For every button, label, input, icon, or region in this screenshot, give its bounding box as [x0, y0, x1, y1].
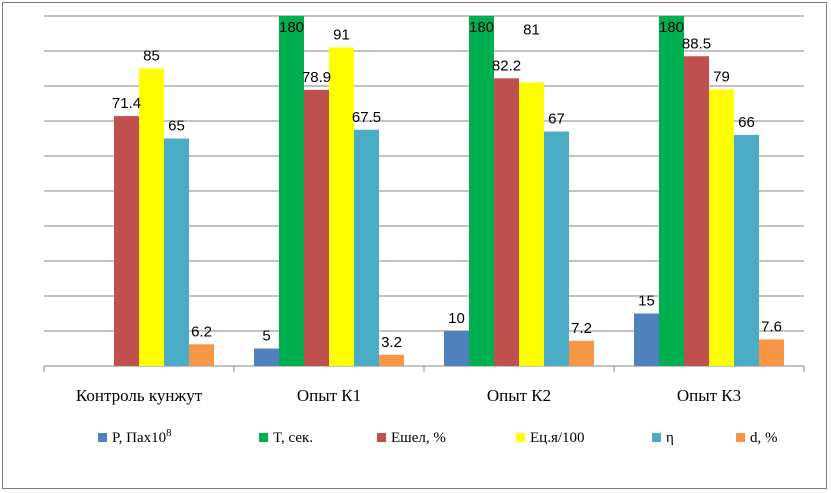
bar: [469, 16, 494, 366]
legend-swatch: [516, 433, 525, 442]
category-label: Опыт К3: [677, 386, 741, 405]
legend-label: P, Пах108: [112, 427, 172, 446]
bar: [304, 89, 329, 366]
data-label: 78.9: [302, 69, 331, 86]
data-label: 7.6: [761, 318, 782, 335]
category-label: Опыт К2: [487, 386, 551, 405]
data-label: 5: [262, 328, 270, 345]
bar: [189, 344, 214, 366]
legend: P, Пах108 T, сек. Ешел, % Ец.я/100 η d, %: [98, 427, 778, 446]
bar: [659, 16, 684, 366]
data-label: 91: [333, 27, 350, 44]
bar: [544, 131, 569, 366]
data-label: 88.5: [682, 35, 711, 52]
legend-swatch: [98, 433, 107, 442]
bar: [519, 82, 544, 366]
bar: [494, 78, 519, 367]
legend-swatch: [652, 433, 661, 442]
data-label: 6.2: [191, 323, 212, 340]
data-labels: 5 10 15 180 180 180 71.4 78.9 82.2 88.5 85 91 81 79 65…: [112, 19, 782, 351]
data-label: 180: [279, 19, 304, 36]
legend-label: Ец.я/100: [530, 430, 585, 446]
category-label: Опыт К1: [297, 386, 361, 405]
bar: [164, 138, 189, 366]
data-label: 71.4: [112, 95, 141, 112]
bar: [684, 56, 709, 366]
legend-swatch: [377, 433, 386, 442]
data-label: 79: [713, 69, 730, 86]
bar: [329, 47, 354, 366]
data-label: 82.2: [492, 57, 521, 74]
legend-label: d, %: [750, 430, 778, 446]
bar: [354, 129, 379, 366]
legend-label: T, сек.: [273, 430, 313, 446]
data-label: 65: [168, 118, 185, 135]
legend-label: Ешел, %: [391, 430, 446, 446]
data-label: 85: [143, 48, 160, 65]
data-label: 180: [469, 19, 494, 36]
data-label: 15: [638, 293, 655, 310]
bar: [444, 331, 469, 366]
bar: [279, 16, 304, 366]
legend-swatch: [736, 433, 745, 442]
bar: [379, 354, 404, 366]
bar: [139, 68, 164, 366]
bar: [709, 89, 734, 366]
data-label: 180: [659, 19, 684, 36]
category-label: Контроль кунжут: [76, 386, 203, 405]
bar: [759, 339, 784, 366]
data-label: 10: [448, 310, 465, 327]
bars: [114, 16, 784, 367]
data-label: 66: [738, 114, 755, 131]
data-label: 67.5: [352, 109, 381, 126]
bar: [634, 313, 659, 366]
legend-label: η: [666, 430, 674, 446]
bar: [114, 116, 139, 366]
legend-swatch: [259, 433, 268, 442]
bar: [254, 348, 279, 366]
bar: [734, 135, 759, 366]
data-label: 3.2: [381, 334, 402, 351]
data-label: 81: [523, 22, 540, 39]
data-label: 7.2: [571, 320, 592, 337]
data-label: 67: [548, 111, 565, 128]
x-axis-labels: Контроль кунжут Опыт К1 Опыт К2 Опыт К3: [76, 386, 741, 405]
bar: [569, 340, 594, 366]
